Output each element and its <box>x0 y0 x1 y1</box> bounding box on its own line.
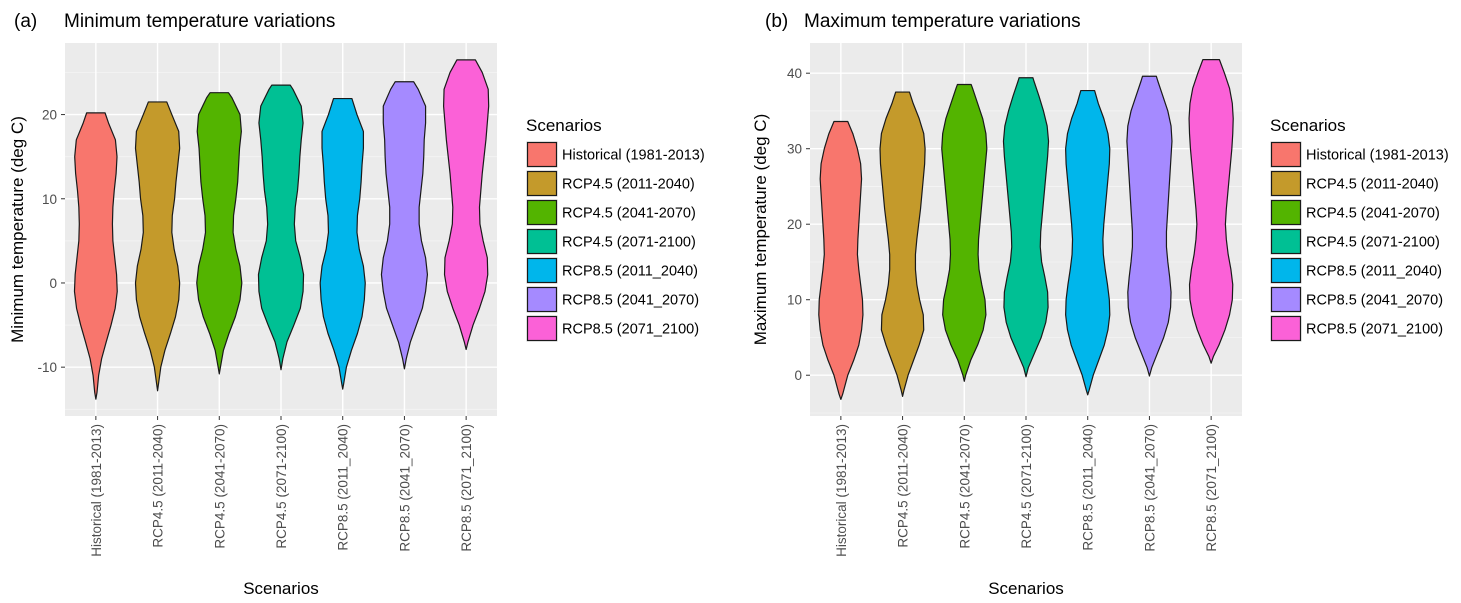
y-tick-label: 40 <box>787 66 802 81</box>
panel-a-legend: Scenarios Historical (1981-2013) RCP4.5 (… <box>526 116 705 342</box>
panel-b-title: Maximum temperature variations <box>804 11 1081 32</box>
legend-label-7: RCP8.5 (2071_2100) <box>562 322 699 338</box>
violin-2 <box>879 91 926 397</box>
x-tick-label: RCP4.5 (2011-2040) <box>151 424 166 548</box>
panel-b-legend: Scenarios Historical (1981-2013) RCP4.5 (… <box>1270 116 1449 342</box>
legend-label-5: RCP8.5 (2011_2040) <box>562 264 698 280</box>
violin-5 <box>319 97 366 390</box>
legend-label-6: RCP8.5 (2041_2070) <box>1306 293 1443 309</box>
legend-label-1: Historical (1981-2013) <box>562 148 705 164</box>
violin-7 <box>443 59 490 351</box>
legend-swatch-1 <box>1270 141 1302 168</box>
legend-label-2: RCP4.5 (2011-2040) <box>1306 177 1439 193</box>
panel-b-violins <box>818 59 1234 400</box>
legend-swatch-3 <box>1270 199 1302 226</box>
legend-swatch-5 <box>1270 257 1302 284</box>
panel-a-title: Minimum temperature variations <box>64 11 335 32</box>
panel-b-legend-keys: Historical (1981-2013) RCP4.5 (2011-2040)… <box>1270 141 1449 342</box>
y-tick-label: 0 <box>794 368 802 383</box>
violin-4 <box>257 84 305 371</box>
violin-3 <box>196 92 243 375</box>
panel-b-x-axis: Historical (1981-2013) RCP4.5 (2011-2040)… <box>834 416 1219 557</box>
violin-6 <box>380 81 429 370</box>
legend-label-4: RCP4.5 (2071-2100) <box>562 235 696 251</box>
y-tick-label: 10 <box>787 293 802 308</box>
x-tick-label: RCP4.5 (2041-2070) <box>212 424 227 549</box>
legend-label-5: RCP8.5 (2011_2040) <box>1306 264 1442 280</box>
y-tick-label: -10 <box>37 360 57 375</box>
legend-label-4: RCP4.5 (2071-2100) <box>1306 235 1440 251</box>
panel-a: (a) Minimum temperature variations -10 0 1… <box>8 11 705 598</box>
legend-swatch-7 <box>526 315 558 342</box>
panel-a-tag: (a) <box>14 11 37 32</box>
x-tick-label: Historical (1981-2013) <box>89 424 104 557</box>
y-tick-label: 10 <box>42 192 57 207</box>
legend-label-7: RCP8.5 (2071_2100) <box>1306 322 1443 338</box>
panel-b-tag: (b) <box>765 11 788 32</box>
x-tick-label: RCP8.5 (2011_2040) <box>336 424 351 551</box>
panel-a-legend-keys: Historical (1981-2013) RCP4.5 (2011-2040)… <box>526 141 705 342</box>
legend-swatch-4 <box>1270 228 1302 255</box>
y-tick-label: 30 <box>787 142 802 157</box>
panel-a-violins <box>73 59 490 400</box>
legend-label-1: Historical (1981-2013) <box>1306 148 1449 164</box>
x-tick-label: RCP8.5 (2071_2100) <box>459 424 474 552</box>
legend-swatch-2 <box>526 170 558 197</box>
violin-5 <box>1065 89 1111 396</box>
violin-3 <box>941 83 988 382</box>
panel-b-legend-title: Scenarios <box>1270 116 1346 135</box>
legend-swatch-4 <box>526 228 558 255</box>
x-tick-label: RCP8.5 (2011_2040) <box>1081 424 1096 551</box>
x-tick-label: RCP8.5 (2071_2100) <box>1204 424 1219 552</box>
legend-label-3: RCP4.5 (2041-2070) <box>1306 206 1440 222</box>
legend-swatch-5 <box>526 257 558 284</box>
x-tick-label: RCP4.5 (2071-2100) <box>1019 424 1034 549</box>
violin-2 <box>134 101 181 392</box>
legend-label-2: RCP4.5 (2011-2040) <box>562 177 695 193</box>
violin-4 <box>1002 77 1050 378</box>
panel-b-y-axis-title: Maximum temperature (deg C) <box>751 114 770 345</box>
legend-swatch-2 <box>1270 170 1302 197</box>
panel-a-x-axis: Historical (1981-2013) RCP4.5 (2011-2040)… <box>89 416 474 557</box>
panel-a-y-axis: -10 0 10 20 <box>37 108 65 375</box>
panel-a-x-axis-title: Scenarios <box>243 579 319 598</box>
panel-b-y-axis: 0 10 20 30 40 <box>787 66 810 383</box>
violin-6 <box>1126 75 1173 377</box>
violin-1 <box>73 112 118 400</box>
legend-swatch-6 <box>526 286 558 313</box>
legend-swatch-6 <box>1270 286 1302 313</box>
panel-b-x-axis-title: Scenarios <box>988 579 1064 598</box>
violin-7 <box>1188 59 1234 364</box>
legend-label-3: RCP4.5 (2041-2070) <box>562 206 696 222</box>
legend-label-6: RCP8.5 (2041_2070) <box>562 293 699 309</box>
panel-b: (b) Maximum temperature variations 0 10 20… <box>751 11 1449 598</box>
x-tick-label: RCP8.5 (2041_2070) <box>397 424 412 552</box>
y-tick-label: 20 <box>42 108 57 123</box>
legend-swatch-1 <box>526 141 558 168</box>
x-tick-label: RCP4.5 (2011-2040) <box>896 424 911 548</box>
panel-a-legend-title: Scenarios <box>526 116 602 135</box>
y-tick-label: 0 <box>49 276 57 291</box>
y-tick-label: 20 <box>787 217 802 232</box>
legend-swatch-3 <box>526 199 558 226</box>
x-tick-label: RCP4.5 (2041-2070) <box>957 424 972 549</box>
x-tick-label: Historical (1981-2013) <box>834 424 849 557</box>
panel-a-y-axis-title: Minimum temperature (deg C) <box>8 116 27 343</box>
x-tick-label: RCP8.5 (2041_2070) <box>1142 424 1157 552</box>
violin-1 <box>818 120 864 400</box>
legend-swatch-7 <box>1270 315 1302 342</box>
x-tick-label: RCP4.5 (2071-2100) <box>274 424 289 549</box>
